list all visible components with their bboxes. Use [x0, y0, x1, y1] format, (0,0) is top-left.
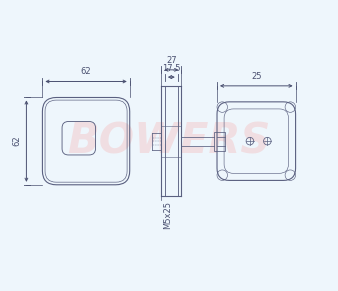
Text: 62: 62	[81, 67, 91, 76]
Bar	[214, 132, 225, 151]
Text: 62: 62	[12, 136, 21, 146]
Text: 17.5: 17.5	[162, 64, 180, 73]
Text: M5x25: M5x25	[163, 201, 172, 229]
Text: 25: 25	[251, 72, 262, 81]
Text: 27: 27	[166, 56, 177, 65]
Text: BOWERS: BOWERS	[67, 120, 271, 162]
